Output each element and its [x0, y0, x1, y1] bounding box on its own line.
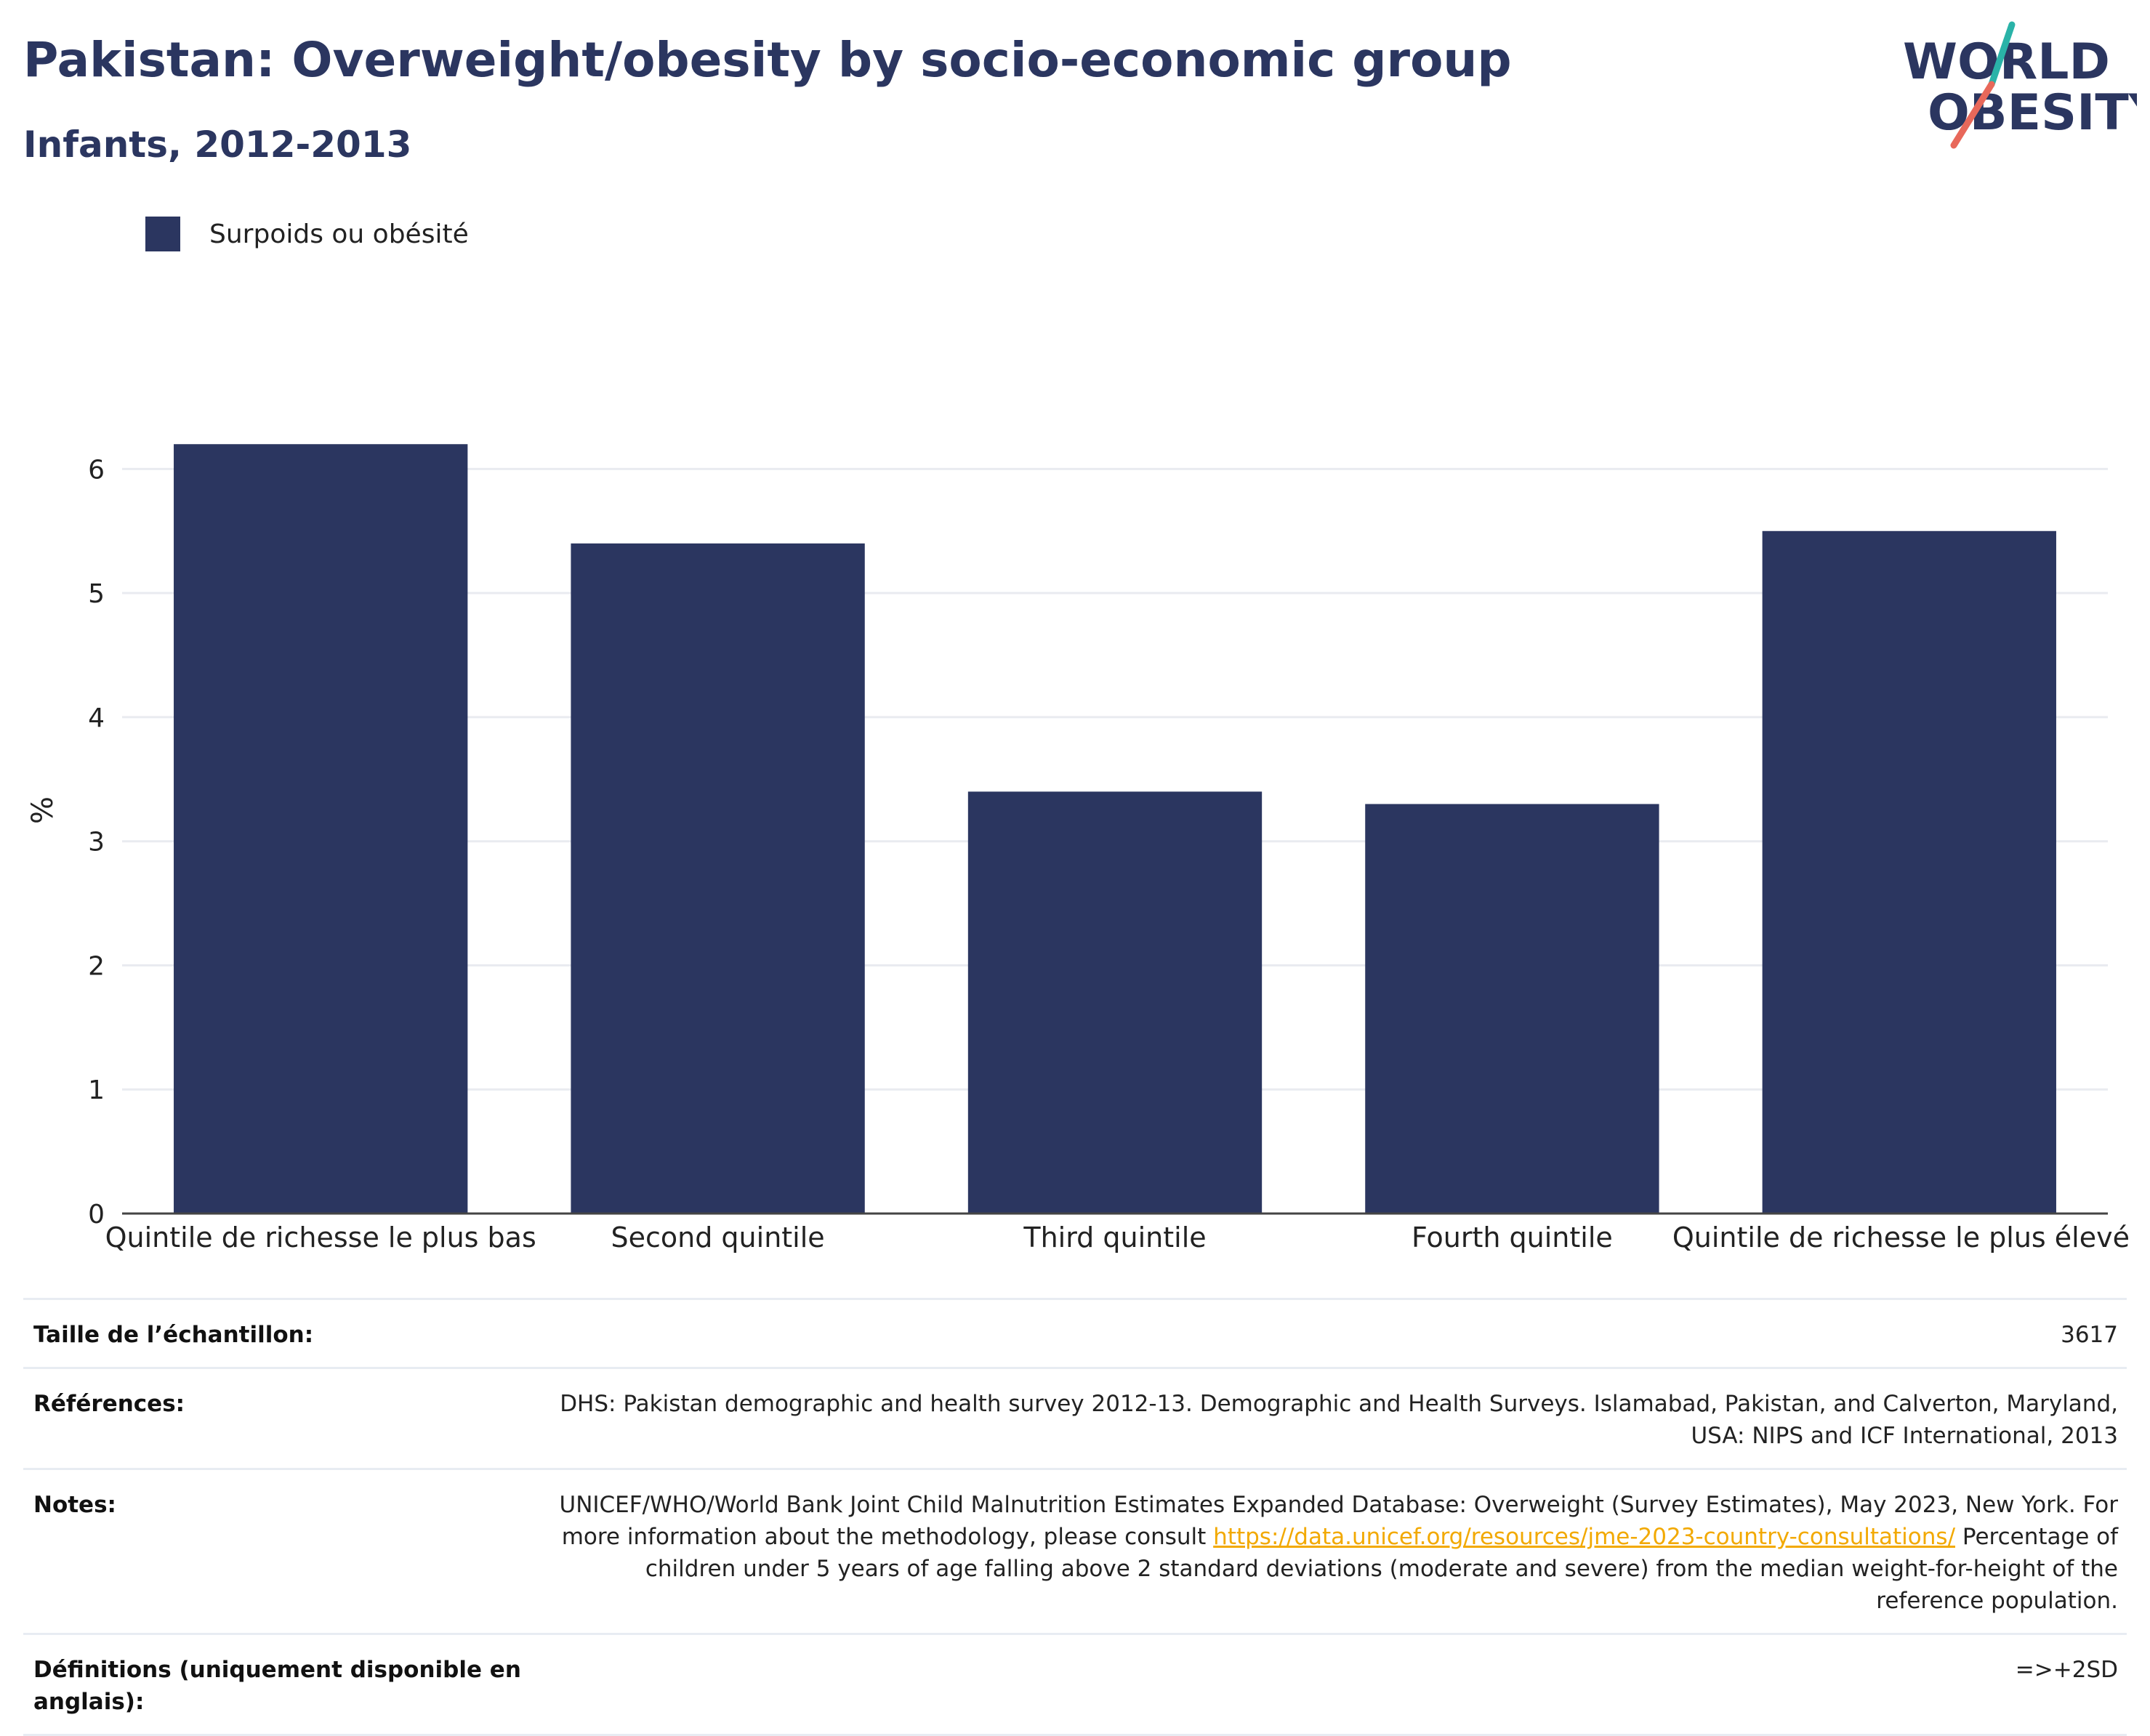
- logo-slash-teal: [1988, 21, 2016, 88]
- y-axis-label: %: [26, 796, 60, 824]
- references-value: DHS: Pakistan demographic and health sur…: [536, 1367, 2127, 1469]
- bar: [967, 791, 1263, 1214]
- legend-swatch: [145, 217, 180, 251]
- meta-row-definitions: Définitions (uniquement disponible en an…: [23, 1633, 2127, 1736]
- x-tick-label: Third quintile: [1023, 1222, 1206, 1253]
- bar-chart: 0 1 2 3 4 5 6% Quintile de richesse le plus bas…: [26, 444, 2130, 1253]
- bar: [571, 543, 865, 1214]
- chart-legend[interactable]: Surpoids ou obésité: [145, 217, 469, 251]
- y-tick-label: 0: [88, 1200, 105, 1230]
- x-tick-label: Quintile de richesse le plus bas: [105, 1222, 536, 1253]
- y-tick-label: 6: [88, 455, 105, 485]
- definitions-label: Définitions (uniquement disponible en an…: [23, 1633, 536, 1736]
- chart-subtitle: Infants, 2012-2013: [23, 124, 412, 166]
- meta-row-references: Références: DHS: Pakistan demographic an…: [23, 1367, 2127, 1469]
- notes-text-after: Percentage of children under 5 years of …: [645, 1524, 2118, 1615]
- metadata-table: Taille de l’échantillon: 3617 Références…: [23, 1297, 2127, 1736]
- y-tick-label: 4: [88, 703, 105, 733]
- notes-link[interactable]: https://data.unicef.org/resources/jme-20…: [1213, 1524, 1956, 1551]
- bar: [1365, 804, 1659, 1214]
- y-tick-label: 1: [88, 1075, 105, 1105]
- logo-slash-coral: [1950, 81, 1995, 149]
- meta-row-sample: Taille de l’échantillon: 3617: [23, 1297, 2127, 1368]
- references-label: Références:: [23, 1367, 536, 1469]
- world-obesity-logo[interactable]: WORLD OBESITY: [1890, 20, 2137, 151]
- chart-title: Pakistan: Overweight/obesity by socio-ec…: [23, 32, 1512, 88]
- sample-size-label: Taille de l’échantillon:: [23, 1297, 536, 1368]
- sample-size-value: 3617: [536, 1297, 2127, 1368]
- bar: [1762, 530, 2056, 1214]
- y-tick-label: 3: [88, 828, 105, 857]
- legend-label: Surpoids ou obésité: [209, 219, 469, 249]
- x-tick-label: Quintile de richesse le plus élevé: [1672, 1222, 2130, 1253]
- y-tick-label: 5: [88, 579, 105, 609]
- notes-value: UNICEF/WHO/World Bank Joint Child Malnut…: [536, 1468, 2127, 1634]
- bar: [174, 444, 468, 1214]
- y-tick-label: 2: [88, 951, 105, 981]
- x-tick-label: Fourth quintile: [1412, 1222, 1613, 1253]
- notes-label: Notes:: [23, 1468, 536, 1634]
- definitions-value: =>+2SD: [536, 1633, 2127, 1736]
- notes-text-before: UNICEF/WHO/World Bank Joint Child Malnut…: [559, 1492, 2119, 1551]
- x-tick-label: Second quintile: [611, 1222, 825, 1253]
- meta-row-notes: Notes: UNICEF/WHO/World Bank Joint Child…: [23, 1468, 2127, 1634]
